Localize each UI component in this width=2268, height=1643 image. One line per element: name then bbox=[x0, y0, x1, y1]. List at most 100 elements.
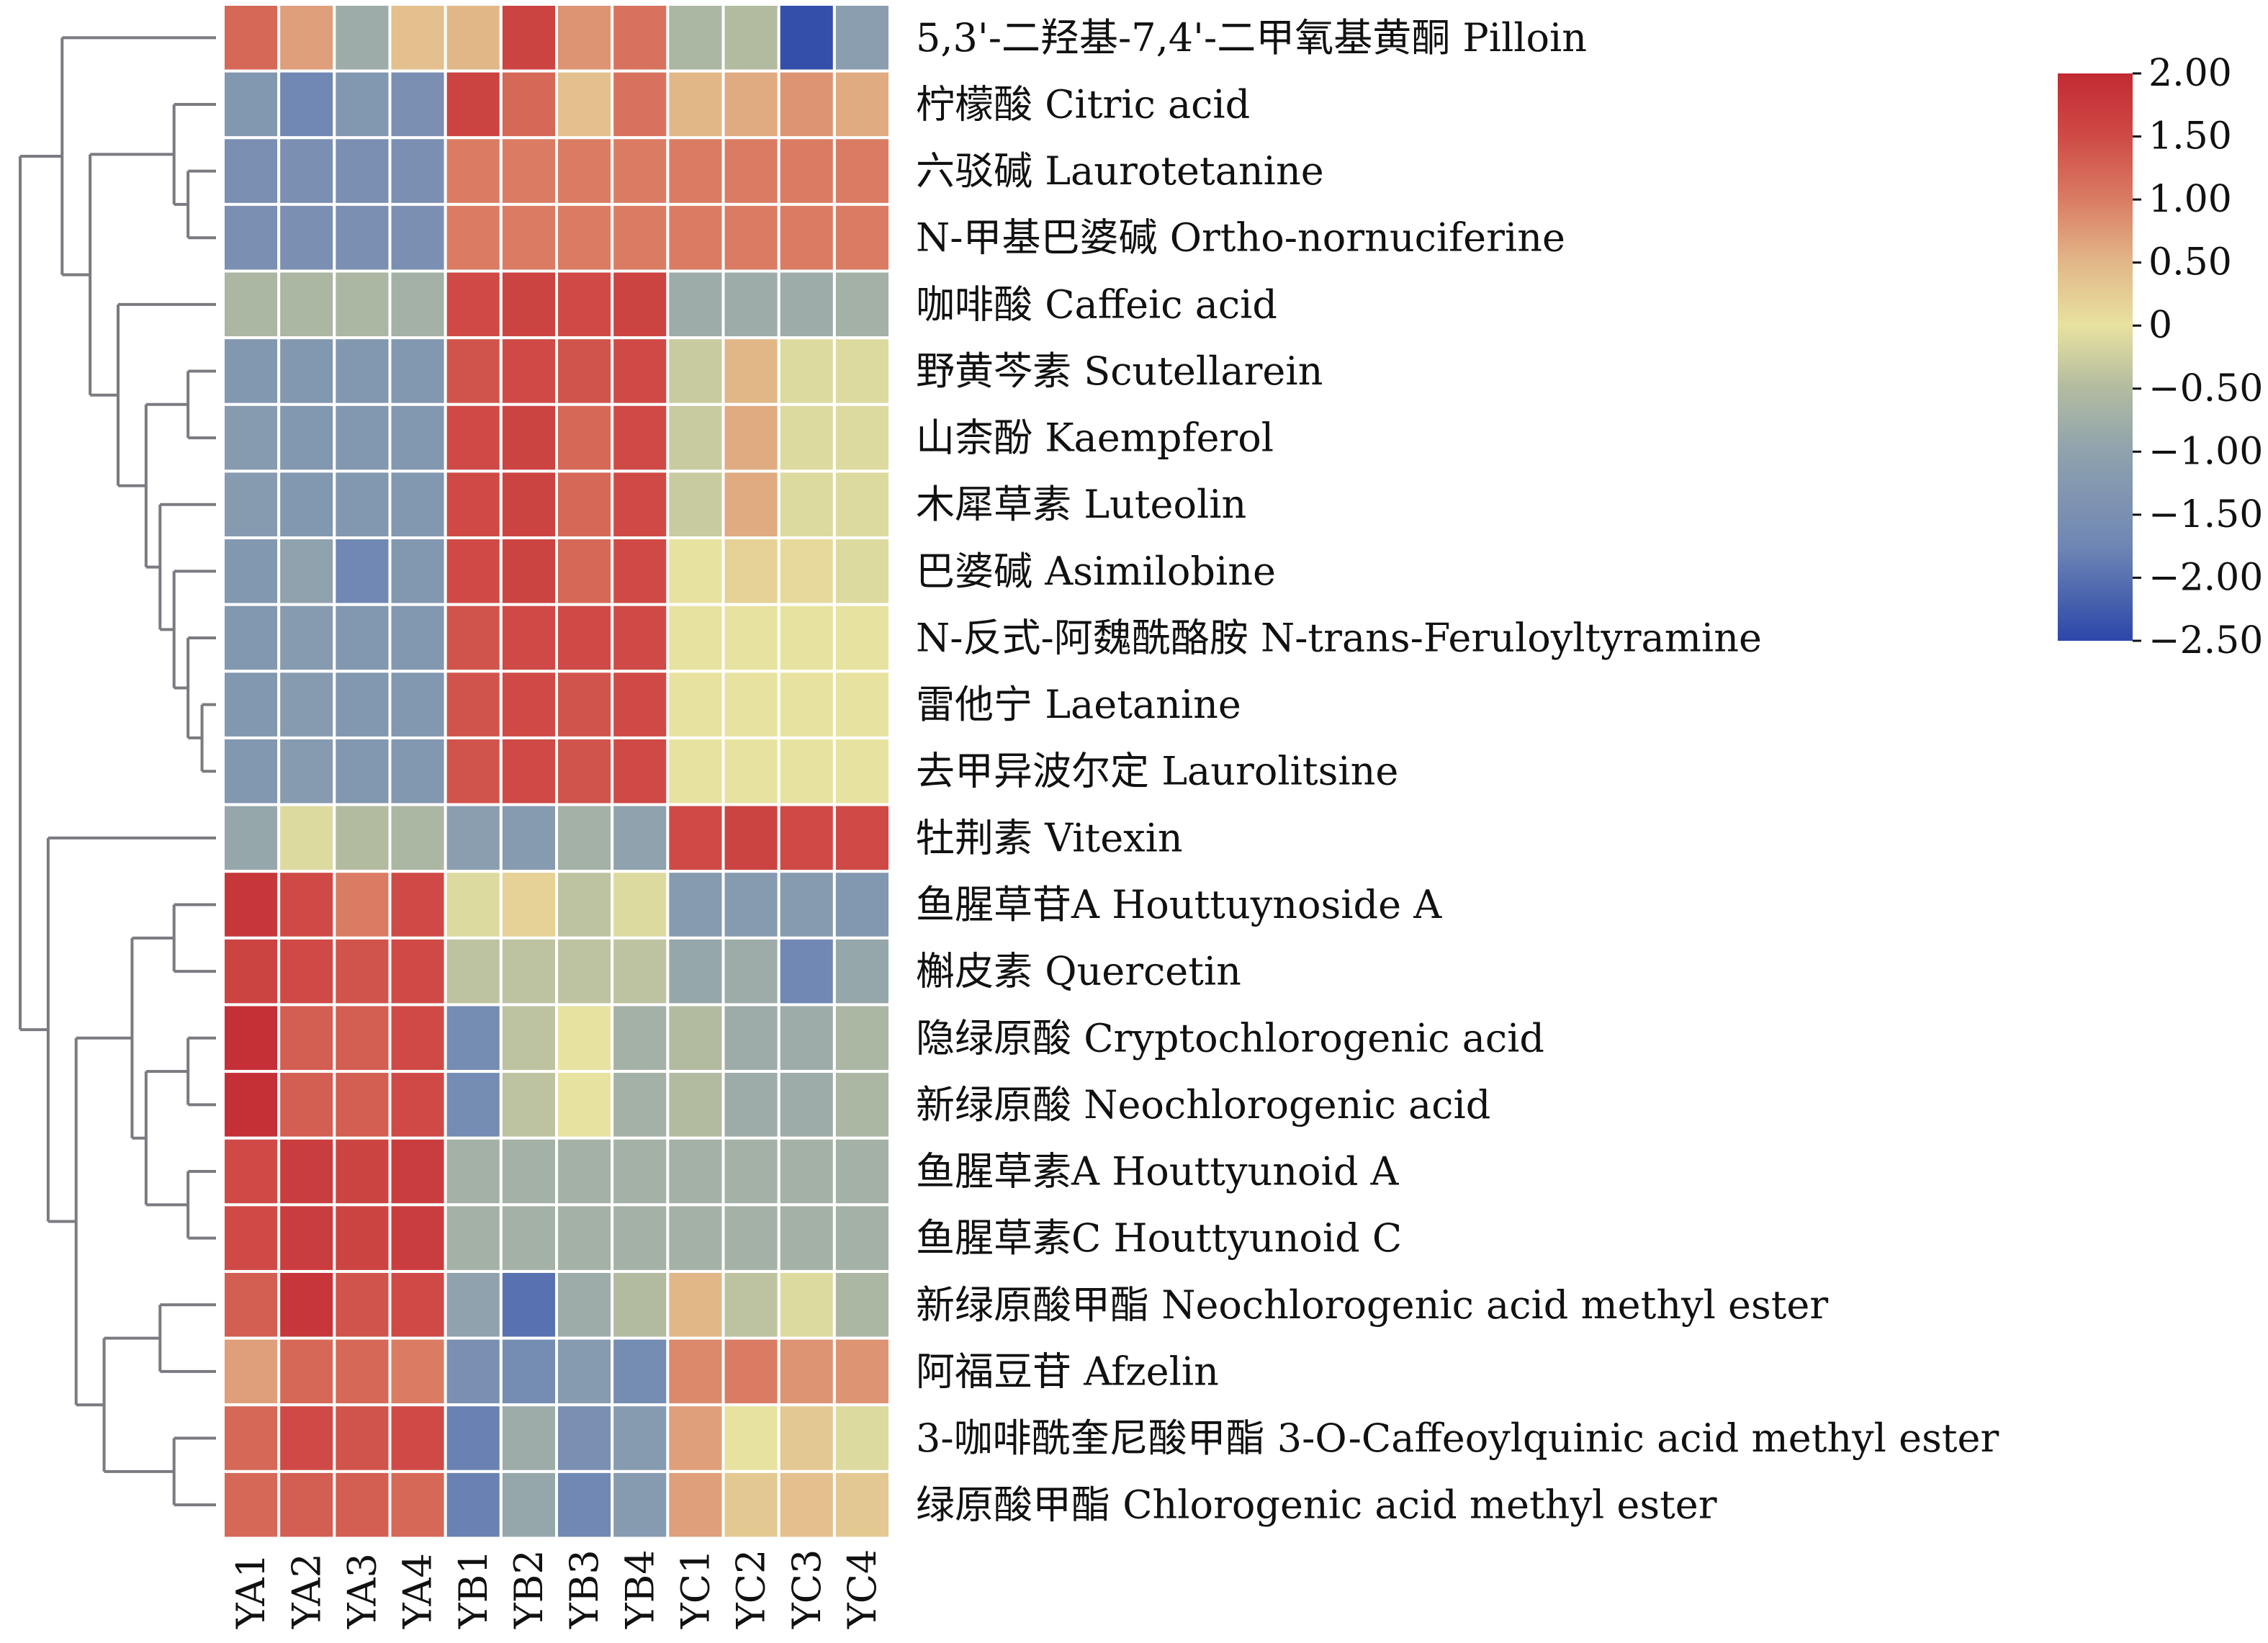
heatmap-cell-r3-c3 bbox=[388, 202, 447, 273]
heatmap-cell-r5-c11 bbox=[832, 336, 892, 406]
heatmap-cell-r0-c2 bbox=[333, 3, 392, 73]
heatmap-cell-r19-c6 bbox=[555, 1269, 614, 1340]
heatmap-cell-r0-c6 bbox=[555, 3, 614, 73]
row-label: 阿福豆苷 Afzelin bbox=[916, 1349, 1219, 1394]
heatmap-cell-r15-c5 bbox=[499, 1003, 559, 1073]
heatmap-cell-r18-c3 bbox=[388, 1203, 447, 1273]
heatmap-cell-r22-c11 bbox=[832, 1469, 892, 1540]
heatmap-cell-r12-c6 bbox=[555, 803, 614, 873]
heatmap-cell-r10-c3 bbox=[388, 670, 447, 739]
row-label: N-反式-阿魏酰酪胺 N-trans-Feruloyltyramine bbox=[916, 615, 1762, 660]
heatmap-cell-r1-c9 bbox=[721, 69, 780, 140]
heatmap-cell-r3-c2 bbox=[333, 202, 392, 273]
heatmap-cell-r11-c1 bbox=[277, 736, 336, 806]
heatmap-cell-r15-c0 bbox=[222, 1003, 281, 1073]
heatmap-cell-r22-c1 bbox=[277, 1469, 336, 1540]
heatmap-cell-r21-c8 bbox=[666, 1403, 725, 1473]
row-label: 鱼腥草素C Houttyunoid C bbox=[916, 1215, 1402, 1261]
heatmap-cell-r8-c2 bbox=[333, 536, 392, 606]
heatmap-cell-r16-c8 bbox=[666, 1070, 725, 1140]
heatmap-cell-r22-c10 bbox=[777, 1469, 836, 1540]
heatmap-cell-r9-c0 bbox=[222, 603, 281, 673]
heatmap-cell-r21-c5 bbox=[499, 1403, 559, 1473]
heatmap-cell-r19-c10 bbox=[777, 1269, 836, 1340]
heatmap-cell-r10-c10 bbox=[777, 670, 836, 739]
heatmap-cell-r15-c11 bbox=[832, 1003, 892, 1073]
heatmap-cell-r4-c7 bbox=[611, 269, 670, 340]
colorbar-tick-label: −2.00 bbox=[2148, 556, 2263, 599]
heatmap-cell-r1-c1 bbox=[277, 69, 336, 140]
heatmap-cell-r20-c0 bbox=[222, 1336, 281, 1407]
heatmap-cell-r0-c10 bbox=[777, 3, 836, 73]
heatmap-cell-r22-c5 bbox=[499, 1469, 559, 1540]
heatmap-cell-r1-c7 bbox=[611, 69, 670, 140]
heatmap-cell-r14-c11 bbox=[832, 936, 892, 1007]
heatmap-cell-r2-c5 bbox=[499, 136, 559, 206]
row-label: 山柰酚 Kaempferol bbox=[916, 415, 1274, 461]
heatmap-cell-r15-c10 bbox=[777, 1003, 836, 1073]
heatmap-cell-r9-c6 bbox=[555, 603, 614, 673]
heatmap-cell-r1-c6 bbox=[555, 69, 614, 140]
heatmap-cell-r4-c9 bbox=[721, 269, 780, 340]
heatmap-cell-r5-c1 bbox=[277, 336, 336, 406]
heatmap-cell-r4-c3 bbox=[388, 269, 447, 340]
heatmap-cell-r6-c1 bbox=[277, 402, 336, 473]
column-label: YB1 bbox=[451, 1549, 496, 1629]
heatmap-cell-r6-c0 bbox=[222, 402, 281, 473]
heatmap-cell-r20-c9 bbox=[721, 1336, 780, 1407]
heatmap-cell-r20-c8 bbox=[666, 1336, 725, 1407]
heatmap-cell-r17-c2 bbox=[333, 1136, 392, 1207]
heatmap-cell-r9-c9 bbox=[721, 603, 780, 673]
heatmap-cell-r22-c0 bbox=[222, 1469, 281, 1540]
colorbar-tick-label: −0.50 bbox=[2148, 367, 2263, 410]
heatmap-cell-r17-c9 bbox=[721, 1136, 780, 1207]
heatmap-cell-r21-c11 bbox=[832, 1403, 892, 1473]
colorbar-tick-label: 1.50 bbox=[2148, 115, 2232, 158]
heatmap-cell-r10-c1 bbox=[277, 670, 336, 739]
row-label: 野黄芩素 Scutellarein bbox=[916, 348, 1323, 394]
heatmap-cell-r17-c0 bbox=[222, 1136, 281, 1207]
heatmap-cell-r18-c7 bbox=[611, 1203, 670, 1273]
heatmap-cell-r11-c2 bbox=[333, 736, 392, 806]
heatmap-cell-r7-c1 bbox=[277, 469, 336, 540]
heatmap-cell-r0-c8 bbox=[666, 3, 725, 73]
heatmap-cell-r19-c8 bbox=[666, 1269, 725, 1340]
heatmap-cell-r13-c11 bbox=[832, 870, 892, 940]
heatmap-cell-r8-c9 bbox=[721, 536, 780, 606]
heatmap-cell-r10-c8 bbox=[666, 670, 725, 739]
heatmap-cell-r18-c11 bbox=[832, 1203, 892, 1273]
heatmap-cell-r14-c0 bbox=[222, 936, 281, 1007]
heatmap-cell-r17-c6 bbox=[555, 1136, 614, 1207]
row-label: 绿原酸甲酯 Chlorogenic acid methyl ester bbox=[916, 1482, 1717, 1528]
heatmap-cell-r4-c10 bbox=[777, 269, 836, 340]
heatmap-cell-r19-c3 bbox=[388, 1269, 447, 1340]
heatmap-cell-r14-c6 bbox=[555, 936, 614, 1007]
heatmap-cell-r12-c8 bbox=[666, 803, 725, 873]
heatmap-cell-r12-c4 bbox=[444, 803, 503, 873]
heatmap-cell-r12-c7 bbox=[611, 803, 670, 873]
heatmap-cell-r9-c2 bbox=[333, 603, 392, 673]
heatmap-cell-r21-c0 bbox=[222, 1403, 281, 1473]
heatmap-cell-r7-c4 bbox=[444, 469, 503, 540]
heatmap-cell-r3-c11 bbox=[832, 202, 892, 273]
heatmap-cell-r20-c6 bbox=[555, 1336, 614, 1407]
heatmap-cell-r6-c11 bbox=[832, 402, 892, 473]
heatmap-cell-r19-c1 bbox=[277, 1269, 336, 1340]
heatmap-cell-r21-c2 bbox=[333, 1403, 392, 1473]
heatmap-cell-r0-c0 bbox=[222, 3, 281, 73]
heatmap-cell-r6-c8 bbox=[666, 402, 725, 473]
colorbar: 2.00 1.50 1.00 0.50 0 −0.50 −1.00 −1.50 −2.00 −2.… bbox=[2058, 52, 2263, 662]
row-label: 柠檬酸 Citric acid bbox=[916, 81, 1250, 127]
heatmap-cell-r1-c5 bbox=[499, 69, 559, 140]
heatmap-cell-r4-c0 bbox=[222, 269, 281, 340]
colorbar-tick-label: −1.50 bbox=[2148, 493, 2263, 536]
heatmap-cell-r17-c4 bbox=[444, 1136, 503, 1207]
column-label: YA3 bbox=[339, 1553, 384, 1629]
heatmap-cell-r3-c10 bbox=[777, 202, 836, 273]
heatmap-cell-r14-c10 bbox=[777, 936, 836, 1007]
heatmap-cell-r20-c11 bbox=[832, 1336, 892, 1407]
heatmap-cell-r18-c5 bbox=[499, 1203, 559, 1273]
colorbar-tick-label: −1.00 bbox=[2148, 430, 2263, 473]
heatmap-cell-r13-c0 bbox=[222, 870, 281, 940]
heatmap-cell-r7-c9 bbox=[721, 469, 780, 540]
